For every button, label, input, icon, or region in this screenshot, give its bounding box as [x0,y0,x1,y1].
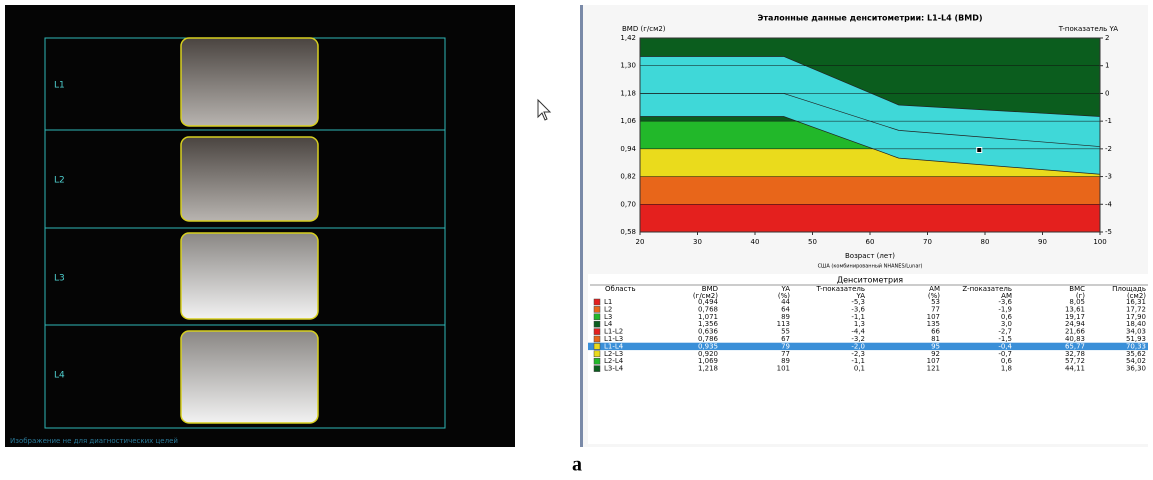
row-swatch [594,336,600,342]
table-cell: 0,1 [854,365,865,373]
caption: a [572,454,582,476]
vertebra [181,38,318,126]
y2-tick-label: 0 [1105,89,1109,97]
vertebra [181,137,318,221]
row-swatch [594,351,600,357]
y-tick-label: 0,94 [620,145,636,153]
patient-point [977,148,982,153]
column-header: Область [605,285,636,293]
y-tick-label: 1,30 [620,62,636,70]
table-cell: 1,218 [698,365,718,373]
y2-tick-label: -3 [1105,173,1112,181]
x-tick-label: 90 [1038,238,1047,246]
y2-tick-label: 2 [1105,34,1109,42]
roi-label: L2 [54,176,65,186]
band [640,177,1100,205]
cursor [538,100,550,120]
image-footer: Изображение не для диагностических целей [10,437,178,445]
source-note: США (комбинированный NHANES/Lunar) [818,263,923,270]
x-tick-label: 70 [923,238,932,246]
roi-label: L1 [54,81,65,91]
y2-tick-label: -2 [1105,145,1112,153]
y-axis-label: BMD (г/см2) [622,25,666,33]
splitter [580,5,583,447]
roi-label: L4 [54,371,65,381]
row-swatch [594,321,600,327]
y-tick-label: 1,42 [620,34,636,42]
y-tick-label: 0,70 [620,200,636,208]
y-tick-label: 1,18 [620,89,636,97]
row-swatch [594,366,600,372]
vertebra [181,331,318,423]
x-tick-label: 50 [808,238,817,246]
row-swatch [594,306,600,312]
x-axis-label: Возраст (лет) [845,252,895,260]
table-cell: 1,8 [1001,365,1012,373]
table-cell: 121 [927,365,940,373]
y2-axis-label: T-показатель YA [1058,25,1118,33]
row-swatch [594,343,600,349]
row-swatch [594,299,600,305]
x-tick-label: 100 [1093,238,1106,246]
x-tick-label: 60 [866,238,875,246]
y2-tick-label: -4 [1105,200,1113,208]
table-cell: L3-L4 [604,365,624,373]
table-cell: 36,30 [1126,365,1146,373]
y2-tick-label: -1 [1105,117,1112,125]
table-title: Денситометрия [837,276,903,285]
band [640,204,1100,232]
roi-label: L3 [54,274,65,284]
vertebra [181,233,318,319]
x-tick-label: 30 [693,238,702,246]
y-tick-label: 0,58 [620,228,636,236]
table-cell: 44,11 [1065,365,1085,373]
y-tick-label: 1,06 [620,117,636,125]
x-tick-label: 20 [636,238,645,246]
y2-tick-label: -5 [1105,228,1112,236]
row-swatch [594,358,600,364]
row-swatch [594,329,600,335]
screenshot: L1 L2 L3 L4 Изображение не для диагности… [0,0,1153,480]
row-swatch [594,314,600,320]
y2-tick-label: 1 [1105,62,1109,70]
x-tick-label: 40 [751,238,760,246]
x-tick-label: 80 [981,238,990,246]
y-tick-label: 0,82 [620,173,636,181]
screen: L1 L2 L3 L4 Изображение не для диагности… [0,0,1153,480]
table-cell: 101 [777,365,790,373]
chart-title: Эталонные данные денситометрии: L1-L4 (B… [758,14,983,23]
